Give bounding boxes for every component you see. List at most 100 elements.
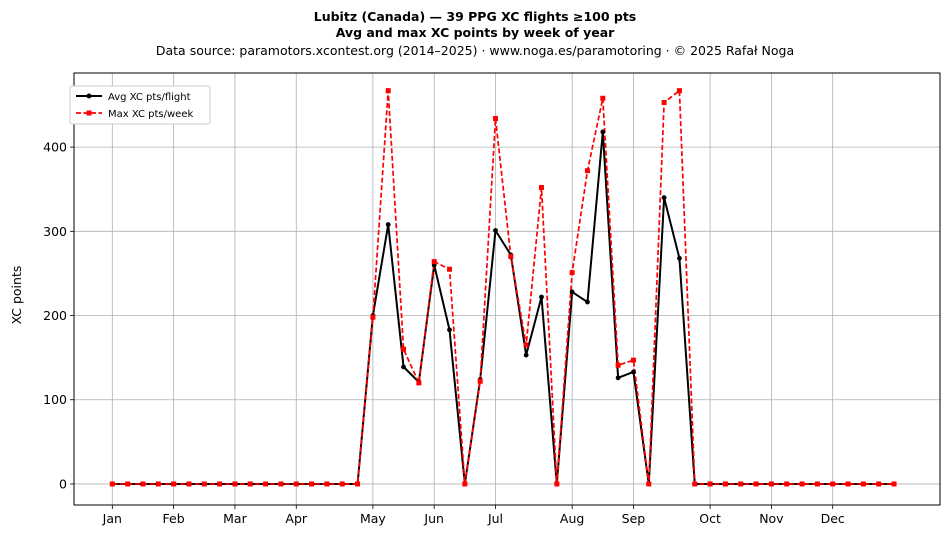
- max-point: [355, 481, 361, 487]
- max-point: [508, 254, 514, 260]
- max-point: [707, 481, 713, 487]
- max-point: [309, 481, 315, 487]
- max-point: [845, 481, 851, 487]
- max-point: [523, 342, 529, 348]
- avg-point: [493, 228, 498, 233]
- y-tick-label: 200: [43, 308, 67, 323]
- x-tick-label: Dec: [821, 511, 845, 526]
- avg-point: [600, 129, 606, 135]
- series-line-max: [112, 89, 895, 485]
- x-tick-label: Sep: [622, 511, 646, 526]
- x-tick-label: May: [360, 511, 386, 526]
- max-point: [661, 99, 667, 105]
- max-point: [814, 481, 820, 487]
- y-tick-label: 300: [43, 224, 67, 239]
- avg-point: [677, 255, 682, 261]
- avg-point: [615, 375, 621, 381]
- x-tick-label: Jan: [102, 511, 122, 526]
- max-point: [554, 481, 560, 487]
- max-point: [431, 259, 437, 265]
- max-point: [385, 88, 391, 94]
- series-layer: [109, 88, 897, 487]
- y-tick-label: 0: [59, 476, 67, 491]
- y-tick-label: 100: [43, 392, 67, 407]
- max-point: [615, 362, 621, 368]
- chart-source: Data source: paramotors.xcontest.org (20…: [156, 43, 794, 58]
- avg-point: [539, 294, 544, 300]
- chart-subtitle: Avg and max XC points by week of year: [336, 25, 615, 40]
- x-tick-label: Jun: [423, 511, 444, 526]
- x-tick-label: Apr: [285, 511, 307, 526]
- legend-label-max: Max XC pts/week: [108, 109, 193, 120]
- legend-marker-max: [86, 110, 92, 116]
- max-point: [676, 88, 682, 94]
- max-point: [753, 481, 759, 487]
- avg-point: [447, 327, 452, 333]
- max-point: [569, 270, 575, 276]
- legend: Avg XC pts/flight Max XC pts/week: [69, 85, 211, 125]
- max-point: [416, 380, 422, 386]
- max-point: [232, 481, 238, 487]
- max-point: [584, 168, 590, 174]
- avg-point: [631, 369, 636, 375]
- max-point: [278, 481, 284, 487]
- avg-point: [661, 195, 667, 201]
- max-point: [799, 481, 805, 487]
- avg-point: [385, 222, 391, 227]
- max-point: [447, 266, 453, 272]
- max-point: [186, 481, 192, 487]
- max-point: [155, 481, 161, 487]
- avg-point: [523, 352, 529, 358]
- max-point: [401, 346, 407, 352]
- max-point: [171, 481, 177, 487]
- max-point: [339, 481, 345, 487]
- max-point: [876, 481, 882, 487]
- max-point: [722, 481, 728, 487]
- y-axis: 0 100 200 300 400: [43, 140, 74, 491]
- chart-title: Lubitz (Canada) — 39 PPG XC flights ≥100…: [314, 9, 637, 24]
- plot-frame: [73, 72, 941, 506]
- max-point: [462, 481, 468, 487]
- max-point: [891, 481, 897, 487]
- x-tick-label: Aug: [560, 511, 584, 526]
- max-point: [125, 481, 131, 487]
- max-point: [477, 378, 483, 384]
- y-tick-label: 400: [43, 140, 67, 155]
- max-point: [784, 481, 790, 487]
- max-point: [600, 95, 606, 101]
- avg-point: [569, 289, 575, 295]
- x-tick-label: Feb: [163, 511, 185, 526]
- max-point: [324, 481, 330, 487]
- max-point: [830, 481, 836, 487]
- series-line-avg: [112, 130, 895, 485]
- max-point: [247, 481, 253, 487]
- max-point: [692, 481, 698, 487]
- grid-layer: [74, 73, 940, 505]
- max-point: [201, 481, 207, 487]
- max-point: [109, 481, 115, 487]
- max-point: [738, 481, 744, 487]
- max-point: [217, 481, 223, 487]
- avg-point: [401, 364, 406, 370]
- max-point: [140, 481, 146, 487]
- max-point: [630, 357, 636, 363]
- x-axis: Jan Feb Mar Apr May Jun Jul Aug Sep Oct Nov Dec: [102, 505, 845, 526]
- x-tick-label: Nov: [759, 511, 784, 526]
- max-point: [768, 481, 774, 487]
- x-tick-label: Jul: [487, 511, 503, 526]
- max-point: [263, 481, 269, 487]
- legend-label-avg: Avg XC pts/flight: [108, 92, 191, 103]
- max-point: [293, 481, 299, 487]
- max-point: [370, 314, 376, 320]
- legend-marker-avg: [86, 93, 92, 99]
- legend-box: [69, 85, 211, 125]
- max-point: [538, 185, 544, 191]
- max-point: [860, 481, 866, 487]
- y-axis-label: XC points: [9, 266, 24, 325]
- avg-point: [585, 299, 590, 305]
- x-tick-label: Mar: [223, 511, 247, 526]
- max-point: [493, 115, 499, 121]
- max-point: [646, 481, 652, 487]
- x-tick-label: Oct: [699, 511, 721, 526]
